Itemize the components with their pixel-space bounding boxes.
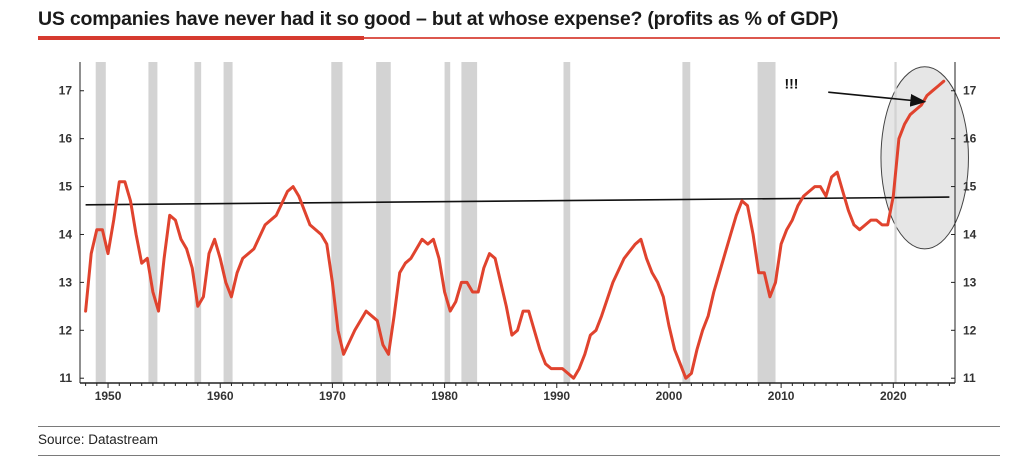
y-tick-label-left: 13 <box>59 275 73 289</box>
x-tick-label: 1980 <box>431 389 458 403</box>
x-tick-label: 1970 <box>319 389 346 403</box>
y-tick-label-right: 11 <box>963 371 976 385</box>
y-tick-label-right: 14 <box>963 227 977 241</box>
y-tick-label-left: 11 <box>59 371 72 385</box>
x-tick-label: 2020 <box>880 389 907 403</box>
x-tick-label: 1990 <box>543 389 570 403</box>
y-tick-label-right: 17 <box>963 84 977 98</box>
source-note: Source: Datastream <box>38 432 159 447</box>
average-trend-line <box>85 196 950 206</box>
recession-band-9 <box>682 62 691 383</box>
y-tick-label-right: 15 <box>963 180 977 194</box>
recession-band-11 <box>894 62 897 383</box>
highlight-ellipse <box>880 66 969 250</box>
chart-title: US companies have never had it so good –… <box>38 8 839 30</box>
y-tick-label-left: 15 <box>59 180 73 194</box>
bottom-divider <box>38 455 1000 456</box>
annotation-exclamation: !!! <box>784 75 798 91</box>
recession-band-4 <box>331 62 343 383</box>
y-tick-label-left: 14 <box>59 227 73 241</box>
title-underline-rule <box>364 37 1000 39</box>
x-tick-label: 1950 <box>95 389 122 403</box>
y-tick-label-right: 13 <box>963 275 977 289</box>
source-divider <box>38 426 1000 427</box>
y-tick-label-left: 16 <box>59 132 73 146</box>
y-tick-label-right: 12 <box>963 323 977 337</box>
recession-band-0 <box>95 62 106 383</box>
recession-band-3 <box>223 62 233 383</box>
y-tick-label-left: 17 <box>59 84 73 98</box>
title-underline-accent <box>38 36 364 40</box>
recession-band-6 <box>444 62 451 383</box>
recession-band-8 <box>563 62 571 383</box>
x-tick-label: 2000 <box>656 389 683 403</box>
recession-band-10 <box>757 62 776 383</box>
recession-band-7 <box>461 62 478 383</box>
x-tick-label: 1960 <box>207 389 234 403</box>
recession-band-1 <box>148 62 158 383</box>
y-tick-label-left: 12 <box>59 323 73 337</box>
annotation-arrow <box>828 91 927 107</box>
recession-band-5 <box>376 62 391 383</box>
series-line-profits-gdp <box>84 79 946 380</box>
recession-band-2 <box>194 62 202 383</box>
x-tick-label: 2010 <box>768 389 795 403</box>
y-tick-label-right: 16 <box>963 132 977 146</box>
